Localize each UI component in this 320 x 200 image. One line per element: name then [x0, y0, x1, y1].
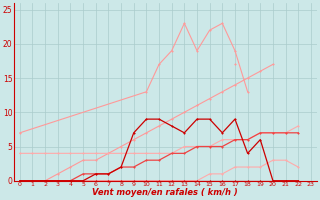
- X-axis label: Vent moyen/en rafales ( km/h ): Vent moyen/en rafales ( km/h ): [92, 188, 238, 197]
